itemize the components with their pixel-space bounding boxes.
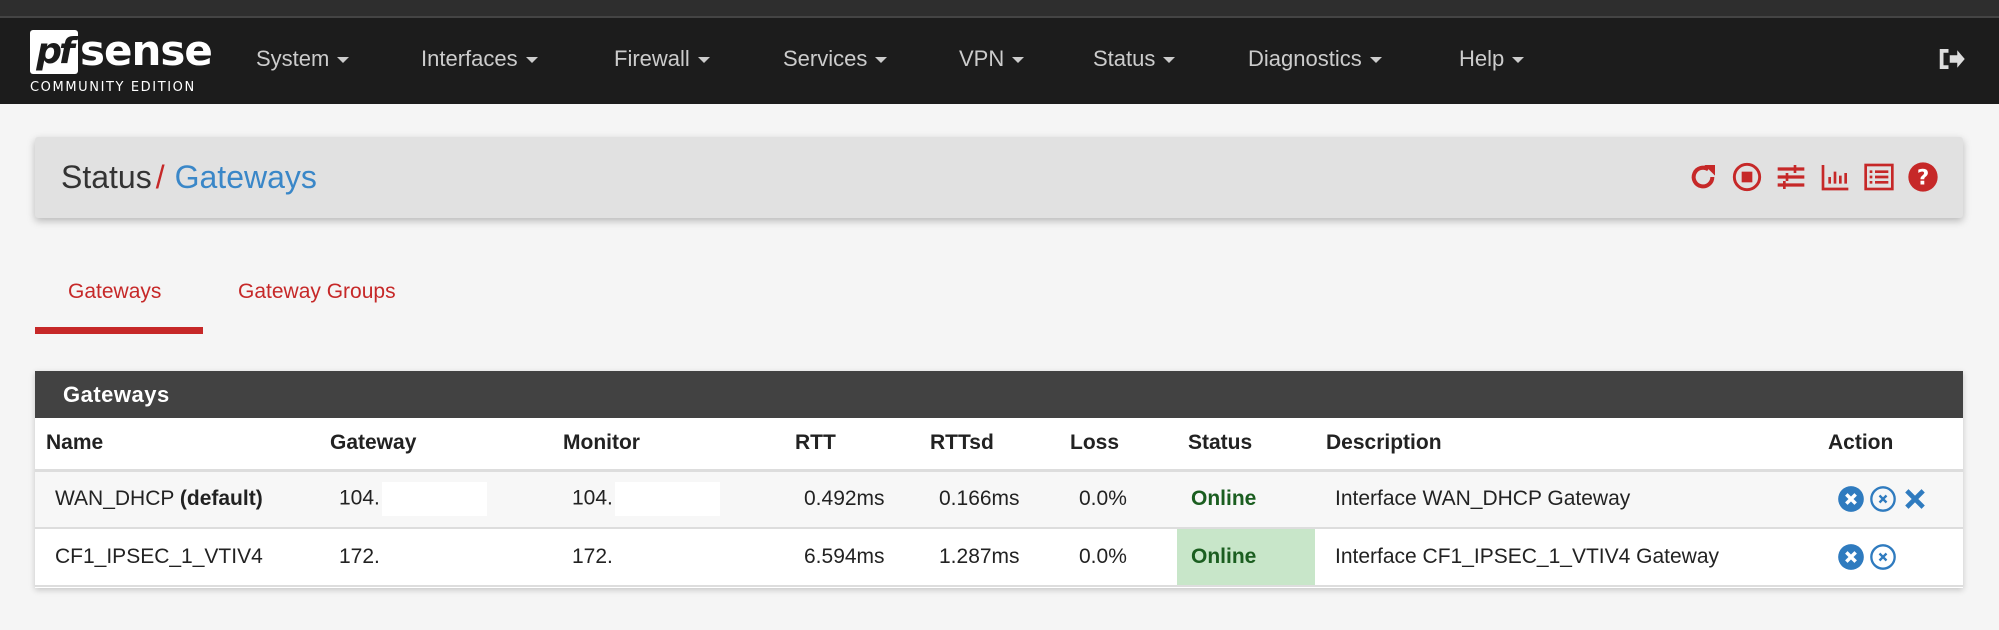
breadcrumb-parent[interactable]: Status	[61, 159, 152, 195]
tab-gateway-groups[interactable]: Gateway Groups	[238, 280, 396, 303]
redaction	[381, 482, 487, 517]
table-header: Name Gateway Monitor RTT RTTsd Loss Stat…	[35, 418, 1963, 472]
list-icon[interactable]	[1863, 161, 1895, 193]
col-rttsd: RTTsd	[919, 418, 1059, 472]
times-circle-icon[interactable]	[1837, 543, 1865, 571]
cell-action	[1817, 470, 1963, 529]
breadcrumb-separator: /	[155, 159, 165, 195]
nav-system[interactable]: System	[256, 46, 350, 72]
pfsense-logo[interactable]: pf sense COMMUNITY EDITION	[30, 26, 213, 96]
nav-label: Firewall	[614, 46, 690, 71]
col-gateway: Gateway	[319, 418, 552, 472]
edition-label: COMMUNITY EDITION	[30, 80, 196, 95]
caret-down-icon	[875, 57, 888, 64]
reload-icon[interactable]	[1687, 161, 1719, 193]
breadcrumb-current[interactable]: Gateways	[174, 159, 317, 195]
gateway-ip: 172.	[339, 545, 380, 568]
gateway-name: CF1_IPSEC_1_VTIV4	[55, 545, 263, 568]
caret-down-icon	[1012, 57, 1025, 64]
col-status: Status	[1177, 418, 1315, 472]
caret-down-icon	[1369, 57, 1382, 64]
gateway-name: WAN_DHCP	[55, 487, 175, 511]
active-tab-indicator	[35, 327, 203, 334]
cell-name: WAN_DHCP (default)	[35, 470, 319, 529]
nav-label: VPN	[959, 46, 1005, 71]
monitor-ip: 172.	[572, 545, 613, 568]
cell-loss: 0.0%	[1059, 528, 1177, 587]
times-circle-outline-icon[interactable]	[1869, 485, 1897, 513]
nav-label: System	[256, 46, 330, 71]
cell-gateway: 104.	[319, 470, 552, 529]
gateways-table: Name Gateway Monitor RTT RTTsd Loss Stat…	[35, 418, 1963, 587]
logo-sense: sense	[80, 26, 213, 75]
cell-gateway: 172.	[319, 528, 552, 587]
col-description: Description	[1315, 418, 1817, 472]
status-badge: Online	[1177, 528, 1315, 587]
status-badge: Online	[1177, 470, 1315, 529]
cell-description: Interface CF1_IPSEC_1_VTIV4 Gateway	[1315, 528, 1817, 587]
navbar: pf sense COMMUNITY EDITION System Interf…	[0, 18, 1999, 104]
stop-circle-icon[interactable]	[1731, 161, 1763, 193]
help-icon[interactable]: ?	[1907, 161, 1939, 193]
table-row: CF1_IPSEC_1_VTIV4 172. 172. 6.594ms 1.28…	[35, 528, 1963, 587]
cell-rttsd: 0.166ms	[919, 470, 1059, 529]
caret-down-icon	[697, 57, 710, 64]
nav-interfaces[interactable]: Interfaces	[421, 46, 538, 72]
nav-firewall[interactable]: Firewall	[614, 46, 710, 72]
times-circle-outline-icon[interactable]	[1869, 543, 1897, 571]
col-action: Action	[1817, 418, 1963, 472]
times-circle-icon[interactable]	[1837, 485, 1865, 513]
cell-rtt: 0.492ms	[784, 470, 919, 529]
nav-label: Interfaces	[421, 46, 518, 71]
cell-monitor: 172.	[552, 528, 784, 587]
col-rtt: RTT	[784, 418, 919, 472]
caret-down-icon	[337, 57, 350, 64]
gateways-panel: Gateways Name Gateway Monitor RTT RTTsd …	[35, 371, 1963, 588]
logo-pf: pf	[30, 30, 78, 74]
times-icon[interactable]	[1901, 485, 1929, 513]
nav-diagnostics[interactable]: Diagnostics	[1248, 46, 1382, 72]
sliders-icon[interactable]	[1775, 161, 1807, 193]
nav-label: Services	[783, 46, 868, 71]
cell-action	[1817, 528, 1963, 587]
nav-help[interactable]: Help	[1459, 46, 1525, 72]
col-monitor: Monitor	[552, 418, 784, 472]
col-name: Name	[35, 418, 319, 472]
cell-name: CF1_IPSEC_1_VTIV4	[35, 528, 319, 587]
chart-icon[interactable]	[1819, 161, 1851, 193]
redaction	[614, 482, 720, 517]
browser-strip	[0, 0, 1999, 18]
nav-label: Status	[1093, 46, 1156, 71]
nav-vpn[interactable]: VPN	[959, 46, 1025, 72]
cell-description: Interface WAN_DHCP Gateway	[1315, 470, 1817, 529]
tab-gateways[interactable]: Gateways	[68, 280, 162, 303]
cell-rttsd: 1.287ms	[919, 528, 1059, 587]
caret-down-icon	[525, 57, 538, 64]
caret-down-icon	[1163, 57, 1176, 64]
cell-loss: 0.0%	[1059, 470, 1177, 529]
sign-out-icon[interactable]	[1936, 44, 1966, 74]
default-label: (default)	[179, 487, 263, 511]
monitor-ip: 104.	[572, 486, 613, 510]
cell-rtt: 6.594ms	[784, 528, 919, 587]
cell-monitor: 104.	[552, 470, 784, 529]
col-loss: Loss	[1059, 418, 1177, 472]
page-header: Status / Gateways ?	[35, 137, 1963, 218]
svg-text:?: ?	[1917, 165, 1929, 190]
nav-services[interactable]: Services	[783, 46, 888, 72]
nav-status[interactable]: Status	[1093, 46, 1176, 72]
gateway-ip: 104.	[339, 486, 380, 510]
panel-title: Gateways	[35, 371, 1963, 418]
nav-label: Diagnostics	[1248, 46, 1362, 71]
breadcrumb: Status / Gateways	[61, 159, 317, 196]
table-row: WAN_DHCP (default) 104. 104. 0.492ms 0.1…	[35, 470, 1963, 529]
caret-down-icon	[1512, 57, 1525, 64]
nav-label: Help	[1459, 46, 1505, 71]
